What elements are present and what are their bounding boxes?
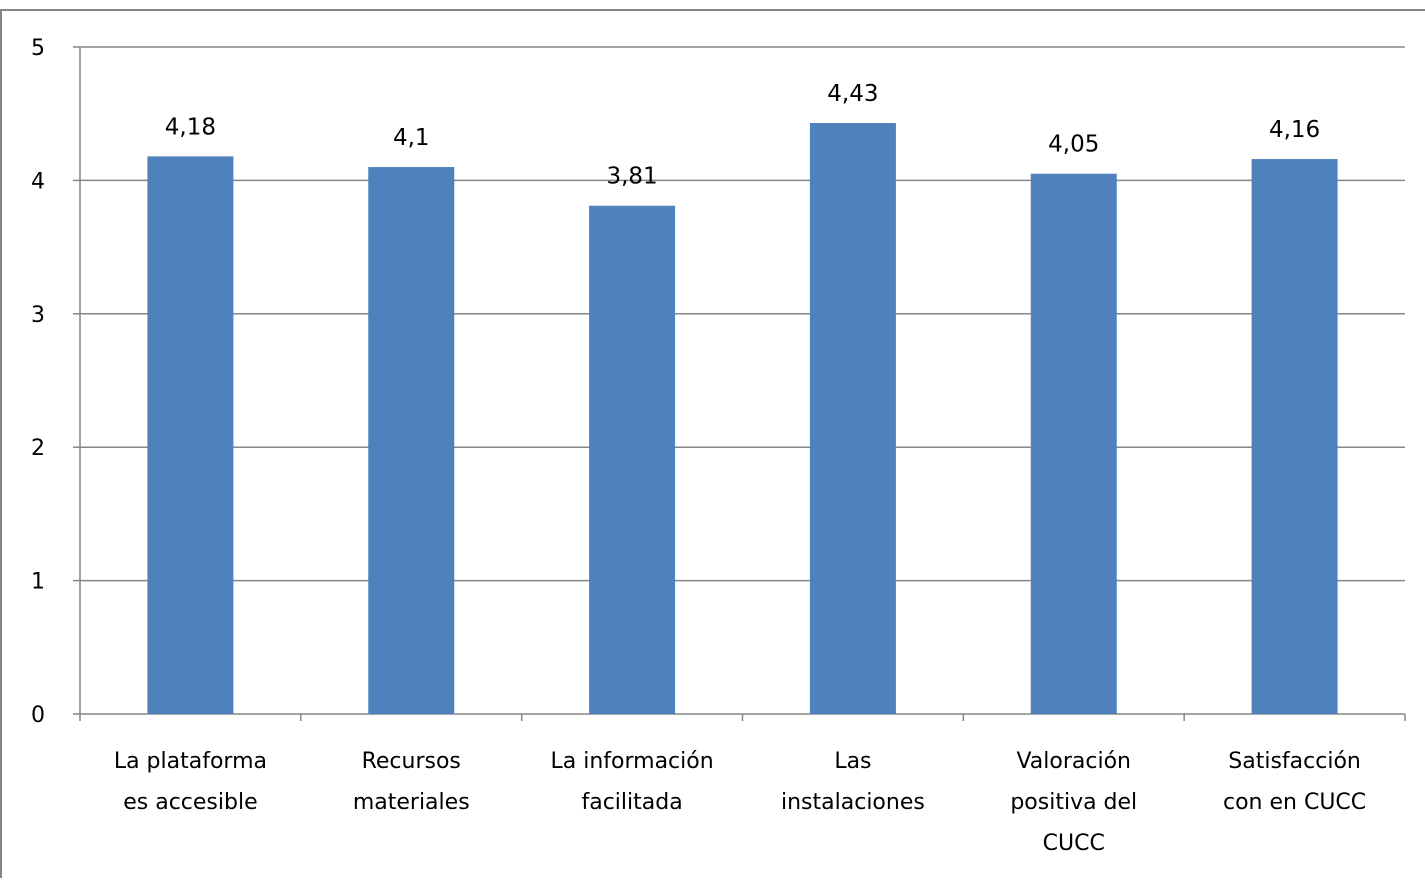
y-tick-label: 2 [31,436,45,461]
data-label: 4,1 [393,125,430,151]
x-tick-label: La plataforma [114,749,267,774]
x-tick-label: Las [834,749,871,774]
bar [147,156,234,714]
y-tick-label: 3 [31,303,45,328]
x-tick-labels: La plataforma es accesible Recursos materia… [114,749,1366,856]
bar [809,123,896,714]
data-label: 4,16 [1269,117,1320,143]
y-tick-label: 1 [31,570,45,595]
y-tick-label: 0 [31,703,45,728]
bar [589,205,676,714]
x-tick-label: con en CUCC [1223,790,1366,815]
x-tick-label: CUCC [1043,831,1105,856]
y-tick-label: 4 [31,169,45,194]
x-tick-label: Satisfacción [1228,749,1361,774]
gridlines [80,46,1405,582]
data-label: 4,43 [827,81,878,107]
x-tick-label: materiales [353,790,470,815]
y-tick-labels: 0 1 2 3 4 5 [31,36,45,728]
bar [368,167,455,714]
x-tick-label: es accesible [123,790,257,815]
x-tick-label: facilitada [581,790,682,815]
chart-border [0,9,1425,882]
data-labels: 4,18 4,1 3,81 4,43 4,05 4,16 [165,81,1320,190]
x-tick-label: instalaciones [781,790,925,815]
bar [1251,159,1338,714]
x-tick-label: positiva del [1010,790,1137,815]
data-label: 3,81 [606,164,657,190]
x-tick-label: La información [550,749,713,774]
y-tick-label: 5 [31,36,45,61]
data-label: 4,05 [1048,132,1099,158]
data-label: 4,18 [165,114,216,140]
bar [1030,173,1117,715]
axes [73,46,1406,721]
bars [147,123,1338,715]
x-tick-label: Valoración [1016,749,1131,774]
x-tick-label: Recursos [362,749,461,774]
